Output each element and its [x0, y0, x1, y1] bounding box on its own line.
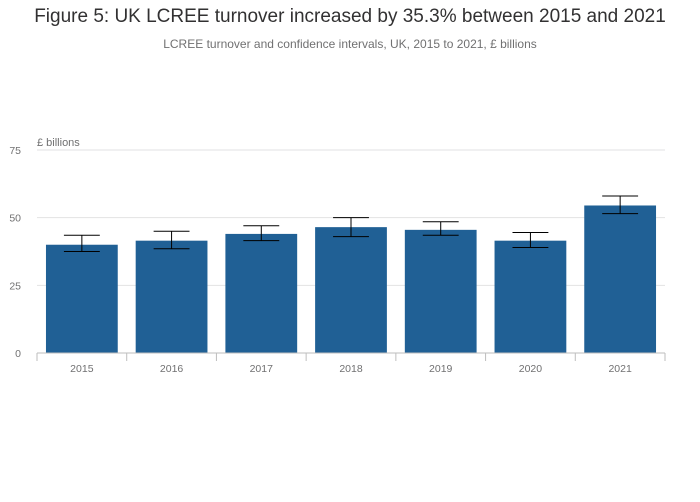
y-axis-ticks: 0 25 50 75	[9, 145, 21, 360]
chart-subtitle: LCREE turnover and confidence intervals,…	[163, 37, 537, 51]
bar-2017	[225, 233, 298, 353]
y-axis-unit-label: £ billions	[37, 137, 80, 149]
x-tick-label-2021: 2021	[608, 363, 632, 375]
bars	[45, 205, 657, 353]
y-tick-label-75: 75	[9, 145, 21, 157]
x-axis: 2015 2016 2017 2018 2019 2020 2021	[36, 352, 666, 375]
y-tick-label-50: 50	[9, 213, 21, 225]
bar-2021	[584, 205, 657, 353]
chart-title: Figure 5: UK LCREE turnover increased by…	[34, 6, 666, 27]
error-bar-2018	[333, 217, 369, 238]
y-tick-label-0: 0	[15, 348, 21, 360]
error-bar-2021	[602, 195, 639, 215]
confidence-interval-error-bars	[63, 195, 639, 252]
x-tick-label-2020: 2020	[519, 363, 543, 375]
error-bar-2016	[153, 230, 190, 250]
bar-2020	[494, 240, 567, 353]
error-bar-2015	[63, 234, 100, 252]
error-bar-2019	[422, 221, 459, 236]
x-tick-label-2015: 2015	[70, 363, 94, 375]
bar-2016	[135, 240, 208, 353]
y-tick-label-25: 25	[9, 280, 21, 292]
bar-2018	[315, 227, 387, 353]
error-bar-2020	[512, 232, 549, 248]
x-tick-label-2017: 2017	[250, 363, 274, 375]
x-tick-label-2016: 2016	[160, 363, 184, 375]
bar-2019	[404, 229, 477, 353]
error-bar-2017	[243, 225, 280, 242]
x-tick-label-2018: 2018	[339, 363, 363, 375]
x-tick-label-2019: 2019	[429, 363, 453, 375]
bar-2015	[45, 244, 118, 353]
